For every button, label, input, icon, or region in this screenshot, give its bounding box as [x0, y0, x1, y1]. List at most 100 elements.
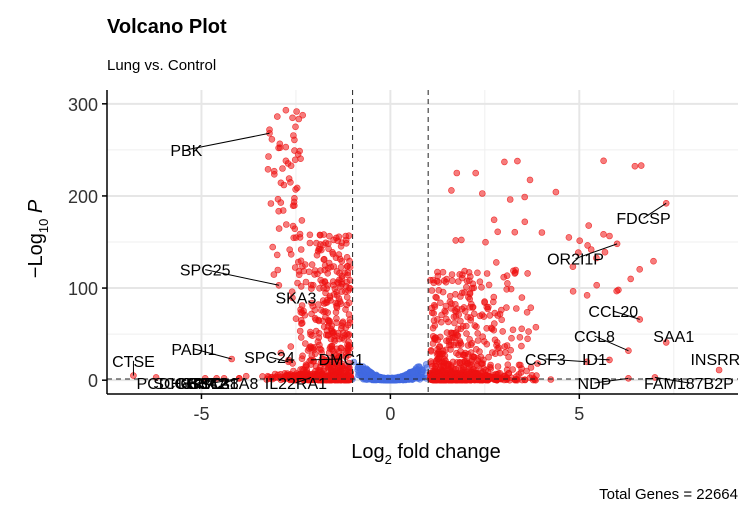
- label-connector: [201, 377, 225, 384]
- data-point-significant: [432, 367, 440, 375]
- data-point-significant: [342, 366, 350, 374]
- data-point-significant: [464, 313, 471, 321]
- data-point-significant: [342, 232, 350, 240]
- data-point-significant: [428, 287, 436, 294]
- label-connector: [654, 376, 689, 384]
- data-point-significant: [282, 106, 290, 114]
- data-point-significant: [329, 250, 337, 258]
- data-point-significant: [282, 143, 290, 151]
- gene-label: PCDH8: [137, 376, 191, 393]
- data-point-labeled: [228, 355, 235, 363]
- label-connector: [643, 202, 667, 219]
- data-point-significant: [332, 234, 340, 242]
- data-point-significant: [337, 345, 345, 352]
- data-point-significant: [269, 243, 277, 251]
- gene-label: CCL20: [588, 304, 638, 321]
- data-point-significant: [482, 238, 489, 246]
- data-point-significant: [574, 249, 582, 256]
- label-connector: [295, 376, 312, 384]
- data-point-significant: [432, 357, 440, 365]
- data-point-significant: [601, 248, 609, 256]
- data-point-significant: [345, 332, 352, 339]
- label-connector: [269, 356, 289, 363]
- data-point-significant: [309, 344, 317, 352]
- data-point-significant: [514, 157, 521, 165]
- data-point-significant: [287, 343, 295, 350]
- data-point-labeled: [636, 316, 644, 323]
- label-connector: [205, 269, 280, 286]
- data-point-significant: [532, 323, 540, 331]
- data-point-significant: [444, 361, 451, 369]
- data-point-significant: [523, 367, 530, 375]
- data-point-significant: [450, 313, 458, 321]
- data-point-significant: [338, 373, 346, 380]
- data-point-significant: [483, 324, 491, 332]
- data-point-significant: [565, 234, 573, 241]
- data-point-significant: [457, 371, 464, 379]
- data-point-significant: [600, 157, 607, 165]
- data-point-significant: [328, 327, 336, 335]
- data-point-significant: [465, 269, 473, 276]
- data-point-significant: [338, 257, 346, 265]
- y-tick-label: 0: [88, 371, 98, 391]
- cutoff-lines: [107, 90, 738, 394]
- data-point-significant: [521, 218, 529, 226]
- chart-title: Volcano Plot: [107, 16, 227, 38]
- label-connector: [212, 377, 240, 384]
- data-point-significant: [457, 317, 464, 325]
- x-axis-label-pre: Log: [351, 441, 384, 463]
- data-point-significant: [476, 278, 484, 286]
- gene-label: NDP: [578, 376, 612, 393]
- y-axis-label-post: P: [25, 199, 47, 219]
- gene-label: CCL8: [574, 329, 615, 346]
- data-point-significant: [637, 162, 645, 169]
- data-point-significant: [279, 207, 287, 214]
- label-connector: [545, 358, 587, 363]
- data-point-significant: [486, 312, 494, 319]
- data-point-significant: [437, 318, 445, 326]
- data-point-significant: [335, 279, 342, 287]
- data-point-significant: [478, 311, 486, 319]
- data-point-significant: [270, 271, 278, 278]
- gene-label: FAM187B2P: [644, 376, 734, 393]
- data-point-significant: [473, 323, 480, 331]
- y-tick-label: 200: [68, 187, 98, 207]
- data-point-significant: [336, 269, 343, 277]
- data-point-significant: [327, 335, 335, 343]
- data-point-significant: [274, 195, 282, 203]
- data-point-significant: [569, 287, 577, 295]
- data-point-significant: [331, 285, 339, 293]
- data-point-significant: [453, 359, 461, 366]
- data-point-significant: [526, 176, 534, 184]
- x-axis-label-post: fold change: [392, 441, 501, 463]
- data-point-significant: [504, 280, 511, 287]
- x-axis-label-sub: 2: [385, 452, 392, 467]
- data-point-significant: [327, 343, 334, 351]
- data-point-significant: [584, 242, 591, 249]
- data-point-significant: [600, 231, 607, 238]
- data-point-significant: [314, 338, 322, 346]
- data-point-significant: [270, 171, 278, 178]
- data-point-significant: [344, 321, 352, 329]
- gene-label: CHI3L2: [174, 376, 228, 393]
- data-point-significant: [467, 341, 475, 349]
- data-point-significant: [463, 330, 470, 337]
- data-point-significant: [317, 306, 325, 314]
- data-point-significant: [299, 111, 307, 119]
- data-point-significant: [518, 342, 525, 350]
- data-point-significant: [346, 316, 354, 323]
- data-point-significant: [339, 319, 346, 327]
- data-point-significant: [466, 335, 473, 343]
- data-point-significant: [441, 355, 448, 363]
- data-point-significant: [336, 298, 344, 305]
- data-point-significant: [336, 335, 343, 343]
- data-point-significant: [320, 255, 328, 263]
- data-point-significant: [277, 349, 285, 357]
- data-point-not-significant: [392, 376, 400, 384]
- data-point-significant: [473, 376, 481, 384]
- data-point-significant: [585, 222, 593, 229]
- data-point-significant: [448, 277, 456, 285]
- data-point-significant: [308, 299, 315, 307]
- data-point-significant: [276, 144, 284, 151]
- data-point-significant: [466, 369, 473, 377]
